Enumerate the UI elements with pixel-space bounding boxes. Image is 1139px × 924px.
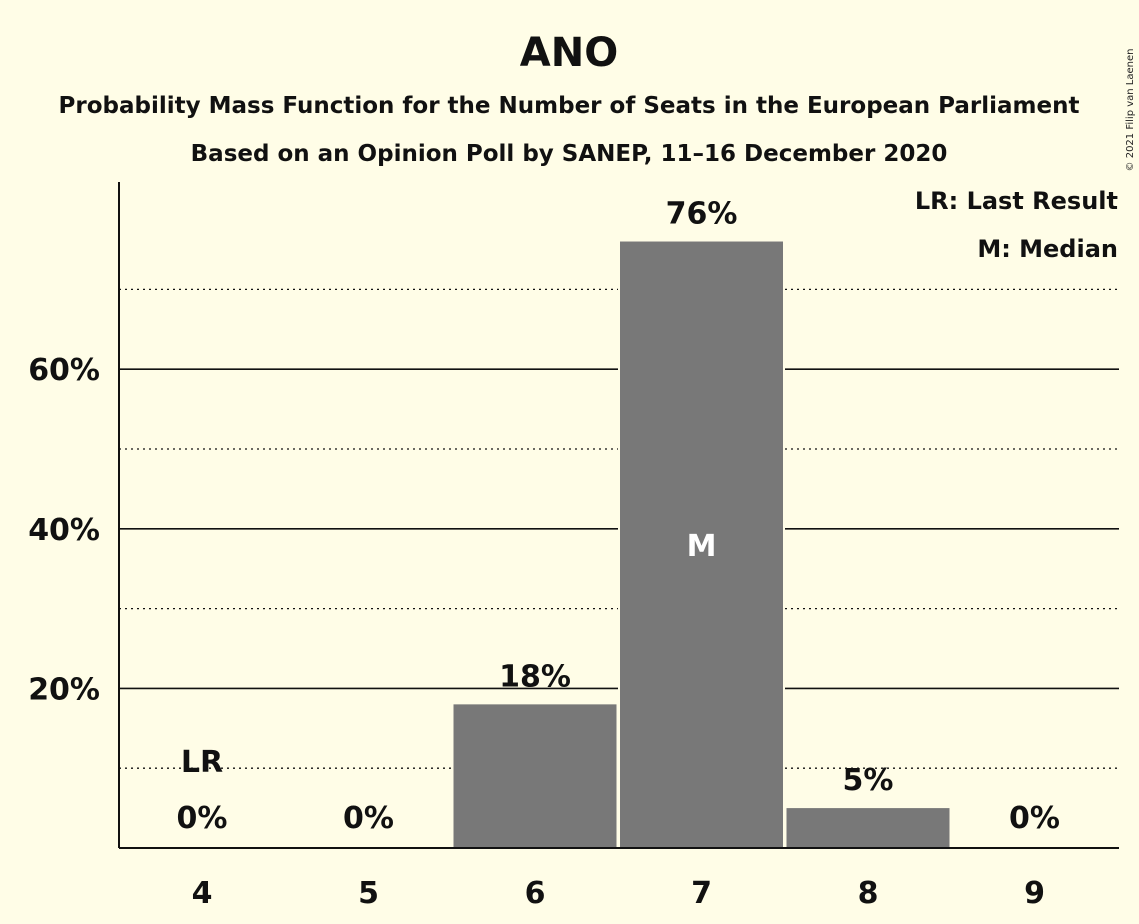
chart-title: ANO: [520, 30, 618, 76]
data-label: 0%: [343, 801, 394, 836]
x-tick-label: 6: [525, 876, 546, 911]
x-tick-label: 8: [858, 876, 879, 911]
x-tick-label: 9: [1024, 876, 1045, 911]
bars: [451, 239, 952, 848]
x-tick-label: 5: [358, 876, 379, 911]
copyright-note: © 2021 Filip van Laenen: [1125, 49, 1136, 172]
last-result-marker: LR: [181, 745, 223, 780]
y-tick-label: 20%: [28, 672, 100, 707]
data-label: 0%: [1009, 801, 1060, 836]
bar-6: [453, 704, 617, 848]
chart-subtitle-poll: Based on an Opinion Poll by SANEP, 11–16…: [191, 141, 948, 167]
bar-7: [620, 241, 783, 848]
x-tick-label: 4: [192, 876, 213, 911]
y-tick-labels: 20% 40% 60%: [28, 353, 100, 707]
legend-median: M: Median: [977, 235, 1118, 263]
bar-8: [786, 808, 950, 848]
y-tick-label: 40%: [28, 513, 100, 548]
data-label: 5%: [843, 763, 894, 798]
data-label: 0%: [177, 801, 228, 836]
y-tick-label: 60%: [28, 353, 100, 388]
x-tick-labels: 4 5 6 7 8 9: [192, 876, 1045, 911]
median-marker: M: [687, 529, 717, 564]
chart-subtitle: Probability Mass Function for the Number…: [59, 93, 1080, 119]
x-tick-label: 7: [691, 876, 712, 911]
data-label: 76%: [666, 197, 738, 232]
data-label: 18%: [499, 659, 571, 694]
data-labels: 0% 0% 18% 76% 5% 0% LR M: [177, 197, 1060, 836]
legend-last-result: LR: Last Result: [915, 187, 1118, 215]
